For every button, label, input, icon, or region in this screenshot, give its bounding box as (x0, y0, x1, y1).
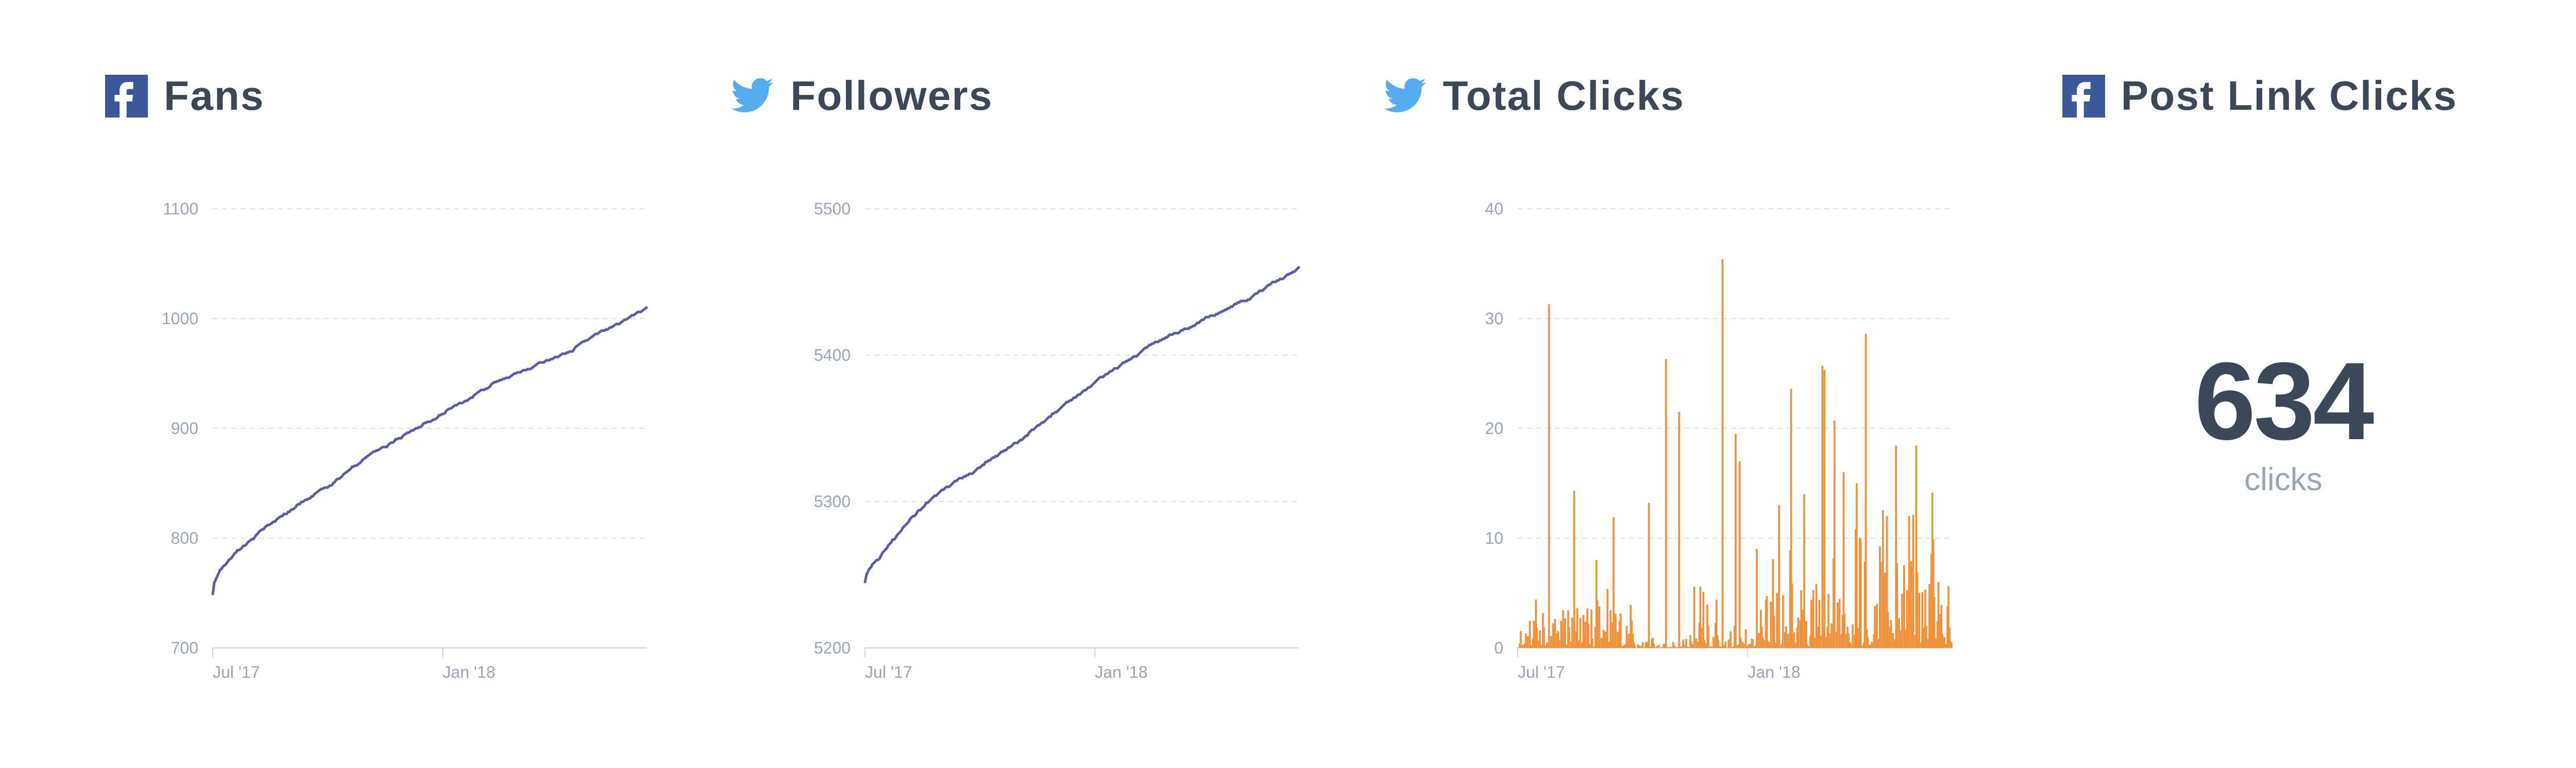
svg-text:1100: 1100 (163, 199, 198, 218)
svg-text:0: 0 (1494, 639, 1503, 657)
svg-text:10: 10 (1485, 529, 1503, 547)
svg-text:Jan '18: Jan '18 (1095, 663, 1148, 681)
svg-text:5500: 5500 (814, 199, 851, 218)
svg-text:700: 700 (171, 639, 198, 657)
svg-text:800: 800 (171, 529, 198, 547)
svg-text:40: 40 (1485, 199, 1503, 218)
svg-text:900: 900 (171, 419, 198, 438)
svg-text:20: 20 (1485, 419, 1503, 438)
svg-text:30: 30 (1485, 309, 1503, 328)
svg-text:Jul '17: Jul '17 (1518, 663, 1565, 681)
svg-text:5300: 5300 (814, 492, 851, 511)
svg-text:Jul '17: Jul '17 (213, 663, 260, 681)
svg-text:1000: 1000 (162, 309, 198, 328)
svg-text:Jan '18: Jan '18 (1748, 663, 1800, 681)
svg-text:Jul '17: Jul '17 (865, 663, 912, 681)
svg-text:5200: 5200 (814, 639, 851, 657)
svg-text:5400: 5400 (814, 346, 851, 364)
svg-text:Jan '18: Jan '18 (443, 663, 495, 681)
